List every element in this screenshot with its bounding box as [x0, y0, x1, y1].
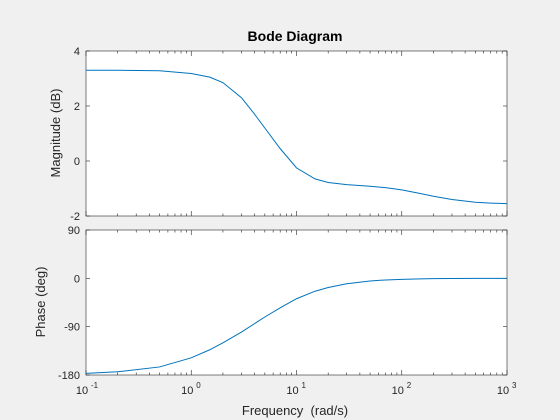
x-tick-exponent: 1 [302, 381, 307, 390]
phase-plot-area [85, 229, 508, 376]
y-tick-label: 2 [74, 101, 80, 113]
phase-panel: -180 -90 0 90 Phase (deg) [33, 225, 508, 382]
y-tick-label: 90 [68, 225, 80, 237]
x-tick-exponent: -1 [91, 381, 99, 390]
y-tick-label: -90 [64, 322, 80, 334]
x-tick-label: 10 [392, 385, 404, 397]
x-tick-label: 10 [497, 385, 509, 397]
x-tick-label: 10 [181, 385, 193, 397]
x-tick-exponent: 0 [196, 381, 201, 390]
magnitude-series-line [86, 69, 508, 205]
x-tick-labels: 10 -1 10 0 10 1 10 2 10 3 [76, 381, 517, 397]
magnitude-axis-ticks: -2 0 2 4 [70, 46, 508, 223]
y-tick-label: 4 [74, 46, 80, 58]
phase-series-line [85, 277, 508, 374]
phase-ylabel: Phase (deg) [33, 267, 48, 338]
phase-axis-ticks: -180 -90 0 90 [58, 225, 508, 382]
x-tick-label: 10 [286, 385, 298, 397]
chart-title: Bode Diagram [248, 28, 343, 44]
x-tick-exponent: 3 [512, 381, 517, 390]
magnitude-ylabel: Magnitude (dB) [48, 89, 63, 178]
x-tick-label: 10 [76, 385, 88, 397]
magnitude-plot-area [85, 50, 508, 217]
y-tick-label: -2 [70, 211, 80, 223]
magnitude-panel: -2 0 2 4 Magnitude (dB) [48, 46, 508, 223]
y-tick-label: 0 [74, 273, 80, 285]
y-tick-label: 0 [74, 156, 80, 168]
y-tick-label: -180 [58, 370, 80, 382]
x-axis-label: Frequency (rad/s) [242, 403, 348, 418]
x-tick-exponent: 2 [407, 381, 412, 390]
